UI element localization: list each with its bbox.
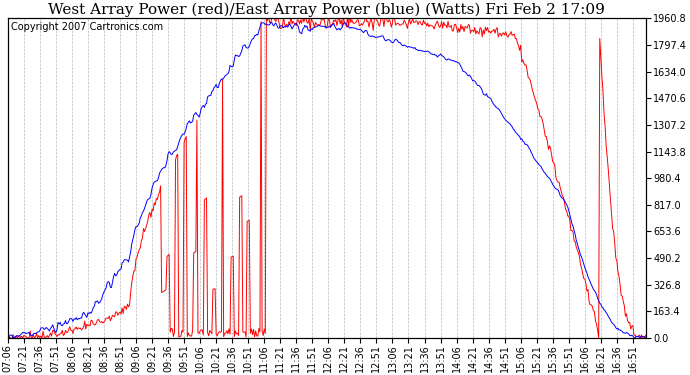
Text: Copyright 2007 Cartronics.com: Copyright 2007 Cartronics.com xyxy=(11,21,163,32)
Title: West Array Power (red)/East Array Power (blue) (Watts) Fri Feb 2 17:09: West Array Power (red)/East Array Power … xyxy=(48,3,605,17)
